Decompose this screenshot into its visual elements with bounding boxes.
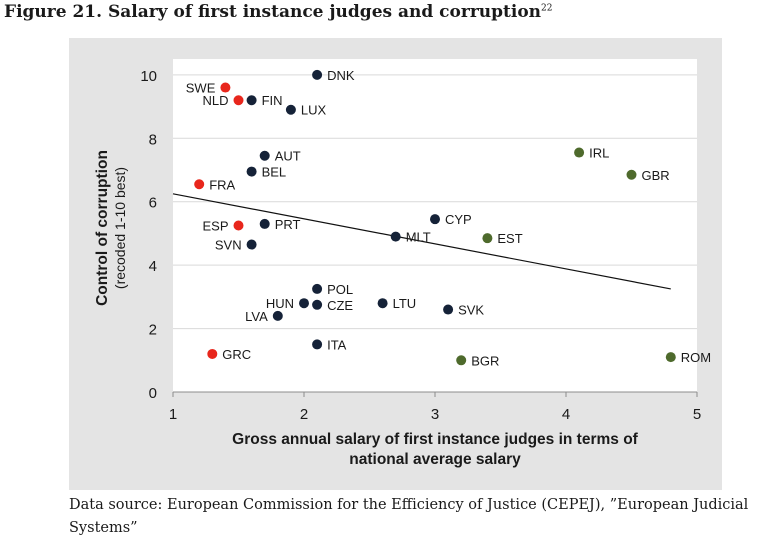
point-label-rom: ROM bbox=[681, 350, 711, 365]
data-point-fin bbox=[246, 95, 257, 106]
y-tick-label: 10 bbox=[140, 68, 157, 85]
point-label-hun: HUN bbox=[266, 296, 294, 311]
gridlines bbox=[173, 74, 697, 330]
data-point-prt bbox=[259, 218, 270, 229]
point-label-lva: LVA bbox=[245, 309, 268, 324]
data-point-est bbox=[482, 233, 493, 244]
point-label-gbr: GBR bbox=[642, 168, 670, 183]
point-label-svk: SVK bbox=[458, 303, 484, 318]
data-point-ltu bbox=[377, 298, 388, 309]
point-label-ltu: LTU bbox=[393, 296, 417, 311]
data-point-bgr bbox=[456, 355, 467, 366]
point-label-est: EST bbox=[497, 231, 522, 246]
data-point-rom bbox=[665, 352, 676, 363]
point-label-mlt: MLT bbox=[406, 230, 431, 245]
data-point-dnk bbox=[312, 69, 323, 80]
data-point-pol bbox=[312, 283, 323, 294]
data-source-note: Data source: European Commission for the… bbox=[69, 497, 749, 536]
x-tick-label: 1 bbox=[169, 406, 177, 423]
point-label-ita: ITA bbox=[327, 337, 347, 352]
data-point-irl bbox=[574, 147, 585, 158]
data-point-cze bbox=[312, 299, 323, 310]
y-tick-label: 8 bbox=[149, 131, 157, 148]
data-point-grc bbox=[207, 348, 218, 359]
x-tick-label: 5 bbox=[693, 406, 701, 423]
y-axis-title: Control of corruption bbox=[94, 150, 111, 306]
data-point-gbr bbox=[626, 169, 637, 180]
data-point-cyp bbox=[430, 214, 440, 225]
point-label-grc: GRC bbox=[222, 347, 251, 362]
data-point-fra bbox=[194, 179, 205, 190]
x-tick-label: 3 bbox=[431, 406, 439, 423]
data-point-svn bbox=[246, 239, 257, 250]
figure-title-prefix: Figure 21 bbox=[4, 2, 97, 22]
point-label-esp: ESP bbox=[202, 219, 228, 234]
data-point-lva bbox=[272, 310, 283, 321]
point-label-aut: AUT bbox=[275, 149, 301, 164]
x-tick-label: 4 bbox=[562, 406, 570, 423]
y-tick-label: 2 bbox=[149, 322, 157, 339]
point-label-dnk: DNK bbox=[327, 68, 355, 83]
x-axis-title-line-2: national average salary bbox=[349, 451, 521, 468]
y-tick-label: 0 bbox=[149, 385, 157, 402]
data-point-swe bbox=[220, 82, 231, 93]
point-label-prt: PRT bbox=[275, 217, 301, 232]
trend-line bbox=[172, 193, 671, 290]
point-label-swe: SWE bbox=[186, 81, 216, 96]
plot-area bbox=[173, 59, 697, 392]
data-point-svk bbox=[443, 304, 454, 315]
data-point-ita bbox=[312, 339, 323, 350]
point-label-nld: NLD bbox=[202, 93, 228, 108]
point-label-lux: LUX bbox=[301, 103, 327, 118]
point-label-cze: CZE bbox=[327, 298, 353, 313]
point-label-pol: POL bbox=[327, 282, 353, 297]
data-points bbox=[194, 69, 676, 366]
chart-panel: 0 2 4 6 8 10 1 2 3 4 5 DNK SWE NLD FIN LUX AUT BEL FRA CYP… bbox=[69, 38, 722, 490]
y-tick-label: 4 bbox=[149, 258, 157, 275]
data-point-mlt bbox=[390, 231, 401, 242]
point-label-bel: BEL bbox=[262, 165, 287, 180]
point-label-cyp: CYP bbox=[445, 212, 472, 227]
data-point-bel bbox=[246, 166, 257, 177]
y-tick-label: 6 bbox=[149, 195, 157, 212]
point-label-svn: SVN bbox=[215, 238, 242, 253]
data-point-lux bbox=[285, 104, 296, 115]
point-label-irl: IRL bbox=[589, 146, 609, 161]
x-tick-label: 2 bbox=[300, 406, 308, 423]
point-label-fra: FRA bbox=[209, 177, 235, 192]
data-point-nld bbox=[233, 95, 244, 106]
data-point-esp bbox=[233, 220, 244, 231]
data-point-hun bbox=[299, 298, 309, 309]
data-point-aut bbox=[259, 150, 270, 161]
y-axis-subtitle: (recoded 1-10 best) bbox=[112, 167, 128, 289]
point-label-fin: FIN bbox=[262, 93, 283, 108]
figure-footnote-marker: 22 bbox=[541, 3, 553, 14]
x-axis-title-line-1: Gross annual salary of first instance ju… bbox=[232, 431, 639, 448]
figure-title-text: . Salary of first instance judges and co… bbox=[96, 2, 542, 22]
figure-title: Figure 21. Salary of first instance judg… bbox=[4, 2, 553, 22]
point-label-bgr: BGR bbox=[471, 353, 499, 368]
